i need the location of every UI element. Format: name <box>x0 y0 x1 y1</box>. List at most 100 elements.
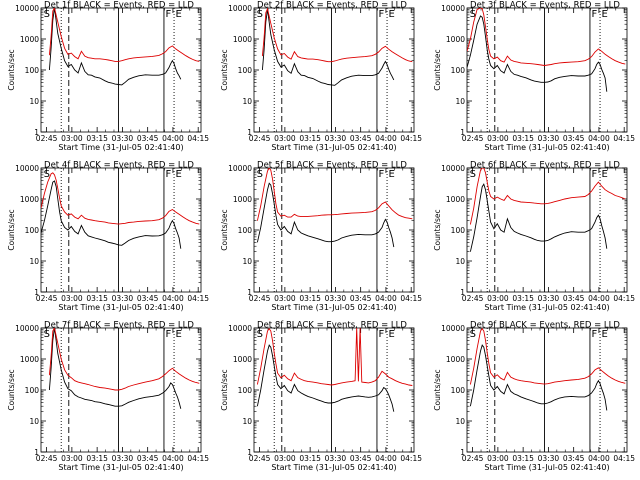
series-events <box>48 328 182 409</box>
y-tick-label: 10000 <box>228 4 252 13</box>
x-tick-label: 03:00 <box>61 294 83 303</box>
x-tick-label: 03:45 <box>563 134 585 143</box>
x-axis-label: Start Time (31-Jul-05 02:41:40) <box>484 463 609 472</box>
x-tick-label: 03:45 <box>563 294 585 303</box>
y-tick-label: 10 <box>242 417 252 426</box>
chart-title: Det 7f BLACK = Events, RED = LLD <box>44 321 194 331</box>
x-tick-label: 03:30 <box>112 454 134 463</box>
chart-panel-det-8: Det 8f BLACK = Events, RED = LLD 1 10 100 10… <box>220 321 422 473</box>
series-lld <box>41 172 200 225</box>
chart-panel-det-9: Det 9f BLACK = Events, RED = LLD 1 10 100 10… <box>433 321 635 473</box>
chart-title: Det 4f BLACK = Events, RED = LLD <box>44 161 194 171</box>
marker-label-s: S <box>44 9 50 20</box>
y-tick-label: 10 <box>242 257 252 266</box>
x-tick-label: 03:30 <box>325 134 347 143</box>
y-tick-label: 10000 <box>441 164 465 173</box>
marker-label-s: S <box>44 169 50 180</box>
marker-label-s: S <box>470 329 476 340</box>
x-tick-label: 02:45 <box>36 454 58 463</box>
marker-label-e: E <box>389 329 395 340</box>
y-tick-label: 10000 <box>441 324 465 333</box>
x-tick-label: 02:45 <box>36 294 58 303</box>
x-axis-label: Start Time (31-Jul-05 02:41:40) <box>271 463 396 472</box>
y-axis-label: Counts/sec <box>220 369 229 410</box>
y-tick-label: 1000 <box>233 355 252 364</box>
series-lld <box>467 8 626 66</box>
x-tick-label: 03:45 <box>137 134 159 143</box>
y-tick-label: 1 <box>460 448 465 457</box>
y-axis-label: Counts/sec <box>7 209 16 250</box>
chart-panel-det-5: Det 5f BLACK = Events, RED = LLD 1 10 100 10… <box>220 161 422 313</box>
x-tick-label: 03:15 <box>86 454 108 463</box>
marker-label-f: F <box>378 169 384 180</box>
marker-label-f: F <box>378 329 384 340</box>
x-axis-label: Start Time (31-Jul-05 02:41:40) <box>58 303 183 312</box>
y-tick-label: 1 <box>34 288 39 297</box>
marker-label-e: E <box>389 169 395 180</box>
marker-label-s: S <box>257 329 263 340</box>
series-events <box>261 9 395 86</box>
marker-label-s: S <box>257 169 263 180</box>
y-tick-label: 10 <box>29 97 39 106</box>
y-tick-label: 1000 <box>446 195 465 204</box>
plot-frame <box>40 167 202 293</box>
marker-label-e: E <box>602 9 608 20</box>
x-tick-label: 04:00 <box>588 294 610 303</box>
series-events <box>467 15 608 92</box>
marker-label-e: E <box>176 329 182 340</box>
marker-label-e: E <box>389 9 395 20</box>
chart-title: Det 6f BLACK = Events, RED = LLD <box>470 161 620 171</box>
x-tick-label: 02:45 <box>462 294 484 303</box>
series-lld <box>256 168 413 221</box>
y-axis-label: Counts/sec <box>220 209 229 250</box>
y-tick-label: 1 <box>247 288 252 297</box>
chart-title: Det 3f BLACK = Events, RED = LLD <box>470 1 620 11</box>
y-tick-label: 10000 <box>15 324 39 333</box>
y-tick-label: 100 <box>238 226 253 235</box>
x-tick-label: 04:15 <box>400 454 422 463</box>
series-lld <box>256 328 413 386</box>
chart-title: Det 2f BLACK = Events, RED = LLD <box>257 1 407 11</box>
chart-panel-det-4: Det 4f BLACK = Events, RED = LLD 1 10 100 10… <box>7 161 209 313</box>
y-tick-label: 1 <box>460 128 465 137</box>
x-tick-label: 03:00 <box>487 134 509 143</box>
x-tick-label: 02:45 <box>462 454 484 463</box>
y-tick-label: 1000 <box>446 35 465 44</box>
series-events <box>256 182 395 248</box>
x-tick-label: 04:15 <box>400 134 422 143</box>
plot-frame <box>253 7 415 133</box>
y-tick-label: 1 <box>247 128 252 137</box>
x-axis-label: Start Time (31-Jul-05 02:41:40) <box>271 143 396 152</box>
marker-label-f: F <box>591 329 597 340</box>
series-lld <box>469 168 626 225</box>
x-tick-label: 03:00 <box>487 294 509 303</box>
y-tick-label: 1 <box>34 128 39 137</box>
y-tick-label: 10 <box>29 417 39 426</box>
marker-label-s: S <box>470 169 476 180</box>
x-tick-label: 03:15 <box>299 454 321 463</box>
y-tick-label: 100 <box>451 226 466 235</box>
marker-label-e: E <box>602 329 608 340</box>
series-events <box>469 183 608 252</box>
x-tick-label: 03:15 <box>512 454 534 463</box>
y-tick-label: 100 <box>25 386 40 395</box>
x-tick-label: 03:45 <box>137 294 159 303</box>
marker-label-s: S <box>470 9 476 20</box>
x-tick-label: 04:00 <box>588 454 610 463</box>
x-tick-label: 03:15 <box>299 134 321 143</box>
x-tick-label: 03:30 <box>538 294 560 303</box>
x-tick-label: 04:15 <box>187 294 209 303</box>
marker-label-f: F <box>591 9 597 20</box>
y-axis-label: Counts/sec <box>220 49 229 90</box>
x-tick-label: 03:45 <box>563 454 585 463</box>
series-events <box>469 344 608 411</box>
x-tick-label: 03:45 <box>350 294 372 303</box>
marker-label-e: E <box>176 9 182 20</box>
chart-panel-det-2: Det 2f BLACK = Events, RED = LLD 1 10 100 10… <box>220 1 422 153</box>
y-axis-label: Counts/sec <box>433 369 442 410</box>
x-tick-label: 04:00 <box>162 134 184 143</box>
marker-label-f: F <box>165 329 171 340</box>
y-tick-label: 1000 <box>233 35 252 44</box>
x-tick-label: 02:45 <box>249 454 271 463</box>
plot-frame <box>466 7 628 133</box>
